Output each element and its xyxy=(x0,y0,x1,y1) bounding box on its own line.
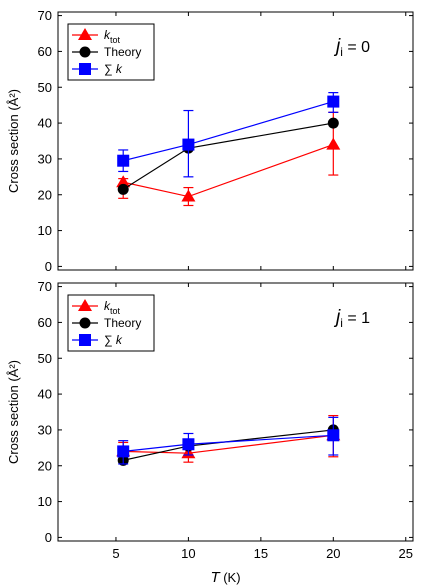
annotation: ji = 1 xyxy=(333,307,370,330)
data-point xyxy=(117,445,130,458)
legend-label: ∑ k xyxy=(104,62,123,76)
series-1 xyxy=(117,117,339,195)
series-2 xyxy=(117,416,340,465)
y-tick-label: 60 xyxy=(38,315,52,330)
y-tick-label: 50 xyxy=(38,351,52,366)
series-0 xyxy=(116,414,341,463)
x-tick-label: 5 xyxy=(112,546,119,561)
legend-marker xyxy=(79,63,91,75)
data-point xyxy=(181,189,196,202)
legend-marker xyxy=(79,334,91,346)
series-1 xyxy=(117,424,339,466)
y-tick-label: 70 xyxy=(38,279,52,294)
data-point xyxy=(117,183,129,195)
plot-frame xyxy=(57,11,414,271)
series-line xyxy=(123,101,334,162)
legend-label: ktot xyxy=(104,28,121,45)
panel-bottom: 0 10 20 30 40 50 60 70 5 10 15 20 25 Cross section (Å… xyxy=(6,279,414,586)
y-tick-label: 30 xyxy=(38,422,52,437)
data-point xyxy=(116,175,131,188)
x-axis-title: T (K) xyxy=(210,569,240,586)
data-point xyxy=(327,117,339,129)
y-axis-title: Cross section (Å²) xyxy=(6,360,21,464)
legend-label: Theory xyxy=(104,45,141,59)
y-tick-label: 0 xyxy=(45,530,52,545)
y-tick-label: 40 xyxy=(38,387,52,402)
x-tick-label: 25 xyxy=(399,546,413,561)
x-tick-label: 20 xyxy=(326,546,340,561)
y-tick-label: 20 xyxy=(38,187,52,202)
y-tick-label: 10 xyxy=(38,223,52,238)
y-axis-title: Cross section (Å²) xyxy=(6,89,21,193)
legend-label: ∑ k xyxy=(104,333,123,347)
data-point xyxy=(327,429,340,442)
legend-label: Theory xyxy=(104,316,141,330)
series-2 xyxy=(117,92,340,178)
y-tick-label: 60 xyxy=(38,44,52,59)
data-point xyxy=(182,138,195,151)
legend-marker xyxy=(78,28,92,40)
legend-marker xyxy=(79,46,91,58)
y-tick-label: 40 xyxy=(38,116,52,131)
data-point xyxy=(326,137,341,150)
data-point xyxy=(117,154,130,167)
legend-label: ktot xyxy=(104,299,121,316)
data-point xyxy=(327,95,340,108)
y-tick-label: 70 xyxy=(38,8,52,23)
legend-marker xyxy=(79,317,91,329)
plot-frame xyxy=(57,282,414,542)
panel-top: 0 10 20 30 40 50 60 70 Cross section (Å²) ktotThe… xyxy=(6,8,414,274)
y-tick-label: 0 xyxy=(45,259,52,274)
series-line xyxy=(123,434,334,453)
series-line xyxy=(123,429,334,461)
x-tick-label: 15 xyxy=(254,546,268,561)
series-0 xyxy=(116,111,341,207)
y-tick-label: 20 xyxy=(38,458,52,473)
y-tick-label: 10 xyxy=(38,494,52,509)
legend-marker xyxy=(78,299,92,311)
y-tick-label: 30 xyxy=(38,151,52,166)
annotation: ji = 0 xyxy=(333,36,370,59)
data-point xyxy=(182,438,195,451)
x-tick-label: 10 xyxy=(181,546,195,561)
series-line xyxy=(123,434,334,454)
y-tick-label: 50 xyxy=(38,80,52,95)
